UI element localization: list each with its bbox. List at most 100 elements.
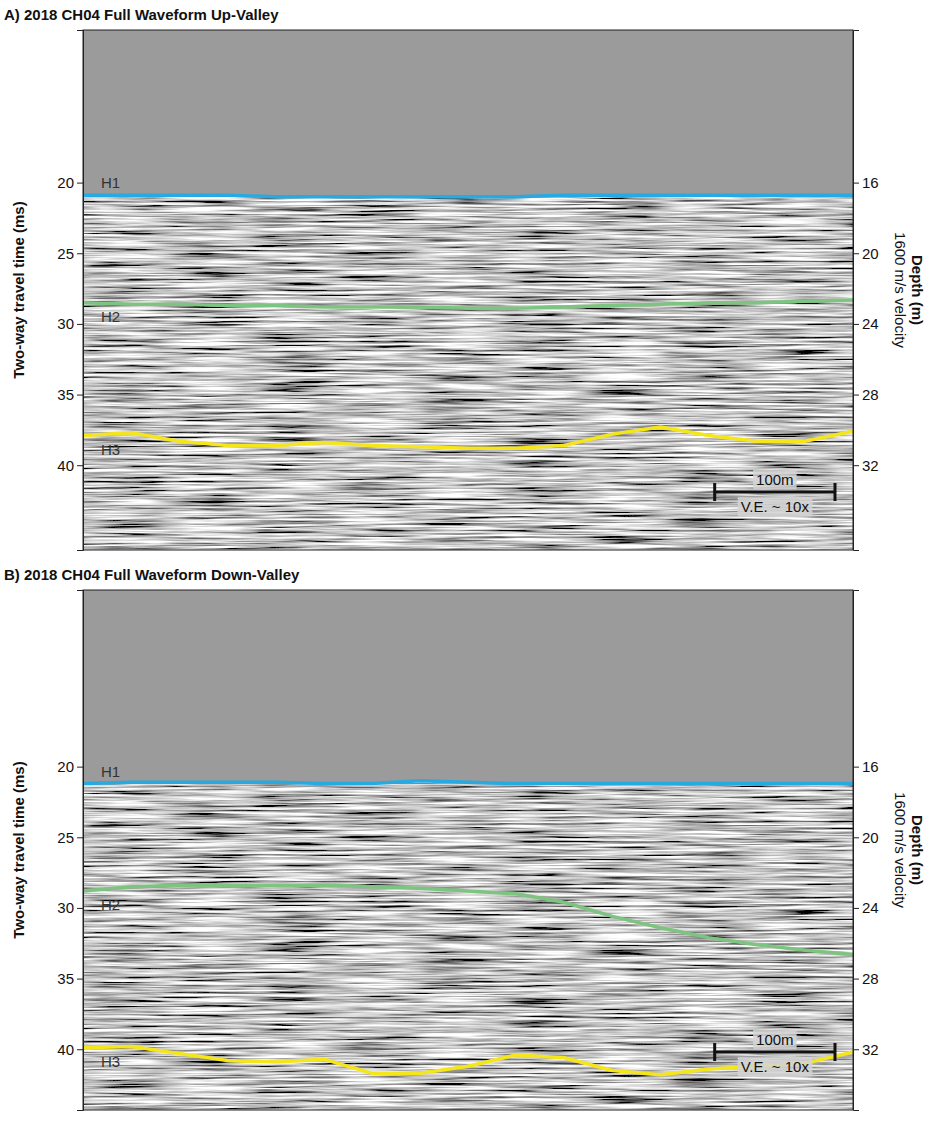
y-axis-title: Two-way travel time (ms) [10, 201, 27, 378]
y2-axis-title: 1600 m/s velocity [892, 232, 909, 348]
tick-label: 24 [862, 315, 879, 332]
tick-mark [853, 465, 859, 466]
tick: 20 [57, 174, 83, 191]
tick-label: 20 [57, 758, 74, 775]
tick: 24 [853, 899, 879, 916]
tick-mark [853, 395, 859, 396]
tick: 35 [57, 386, 83, 403]
horizon-label: H2 [101, 896, 120, 913]
tick-label: 16 [862, 174, 879, 191]
tick: 20 [57, 758, 83, 775]
tick-mark [853, 767, 859, 768]
scale-bar: 100mV.E. ~ 10x [715, 470, 835, 516]
plot-area [83, 590, 853, 1110]
tick: 28 [853, 970, 879, 987]
y2-axis-title: Depth (m) [909, 815, 926, 885]
horizon-label: H1 [101, 763, 120, 780]
scale-bar-end [834, 1043, 837, 1061]
label-patch [753, 470, 797, 489]
tick: 32 [853, 1041, 879, 1058]
tick-mark [853, 324, 859, 325]
panel: 20253035401620242832H1H2H3B) 2018 CH04 F… [4, 566, 926, 1111]
tick: 35 [57, 970, 83, 987]
tick-label: 16 [862, 758, 879, 775]
tick-mark [77, 183, 83, 184]
tick: 20 [853, 245, 879, 262]
tick-mark [77, 324, 83, 325]
tick-label: 30 [57, 899, 74, 916]
plot-frame [83, 30, 853, 550]
horizon-line [83, 885, 853, 954]
y2-axis-title: Depth (m) [909, 255, 926, 325]
plot-frame [83, 590, 853, 1110]
tick-label: 28 [862, 970, 879, 987]
panel: 20 25 30 35 40 16 20 24 28 32 H1 H2 H3 A) 2018 CH04 F… [4, 6, 926, 551]
scale-bar-line [715, 1051, 835, 1054]
scale-bar-end [713, 483, 716, 501]
scale-bar-note: V.E. ~ 10x [741, 1058, 810, 1075]
tick: 16 [853, 174, 879, 191]
tick-label: 25 [57, 245, 74, 262]
y2-axis-title: 1600 m/s velocity [892, 792, 909, 908]
axis-line [854, 591, 860, 1111]
tick-label: 32 [862, 1041, 879, 1058]
tick-label: 35 [57, 386, 74, 403]
tick-label: 20 [862, 245, 879, 262]
label-patch [738, 497, 813, 516]
tick: 30 [57, 899, 83, 916]
horizon-label: H2 [101, 308, 120, 325]
tick-mark [77, 253, 83, 254]
tick-mark [853, 1049, 859, 1050]
tick: 28 [853, 386, 879, 403]
horizon-line [83, 300, 853, 308]
horizon-label: H3 [101, 1053, 120, 1070]
figure: 20 25 30 35 40 16 20 24 28 32 H1 H2 H3 A) 2018 CH04 F… [0, 0, 938, 1124]
horizon-label: H3 [101, 441, 120, 458]
panel-title: A) 2018 CH04 Full Waveform Up-Valley [4, 6, 279, 23]
axis-line [77, 591, 84, 1111]
tick-label: 40 [57, 1041, 74, 1058]
scale-bar: 100m V.E. ~ 10x [715, 1030, 835, 1076]
tick-label: 35 [57, 970, 74, 987]
horizon-label: H1 [101, 174, 120, 191]
tick-mark [77, 767, 83, 768]
horizon-line [83, 427, 853, 448]
tick: 24 [853, 315, 879, 332]
tick-label: 30 [57, 315, 74, 332]
scale-bar-line [715, 491, 835, 494]
tick-mark [853, 837, 859, 838]
tick: 16 [853, 758, 879, 775]
tick-mark [77, 1049, 83, 1050]
water-column [83, 30, 853, 197]
y2-axis: 16 20 24 28 32 [853, 591, 879, 1111]
tick-mark [77, 979, 83, 980]
plot-area [83, 30, 853, 550]
tick-label: 24 [862, 899, 879, 916]
tick-mark [77, 395, 83, 396]
tick: 30 [57, 315, 83, 332]
tick-mark [77, 908, 83, 909]
tick-label: 20 [57, 174, 74, 191]
tick: 40 [57, 1041, 83, 1058]
y-axis: 20 25 30 35 40 [57, 591, 83, 1111]
horizon-line [83, 195, 853, 196]
tick: 25 [57, 829, 83, 846]
seismic-background [83, 30, 853, 550]
horizon-line [83, 781, 853, 784]
tick-label: 20 [862, 829, 879, 846]
y-axis: 20 25 30 35 40 [57, 31, 83, 551]
y-axis-title: Two-way travel time (ms) [10, 761, 27, 938]
scale-bar-end [713, 1043, 716, 1061]
tick-mark [853, 183, 859, 184]
tick: 20 [853, 829, 879, 846]
tick: 32 [853, 457, 879, 474]
tick: 40 [57, 457, 83, 474]
water-column [83, 590, 853, 784]
scale-bar-label: 100m [756, 1031, 794, 1048]
tick-label: 40 [57, 457, 74, 474]
scale-bar-end [834, 483, 837, 501]
label-patch [753, 1030, 797, 1049]
horizon-line [83, 1046, 853, 1074]
tick-mark [77, 837, 83, 838]
tick-label: 25 [57, 829, 74, 846]
